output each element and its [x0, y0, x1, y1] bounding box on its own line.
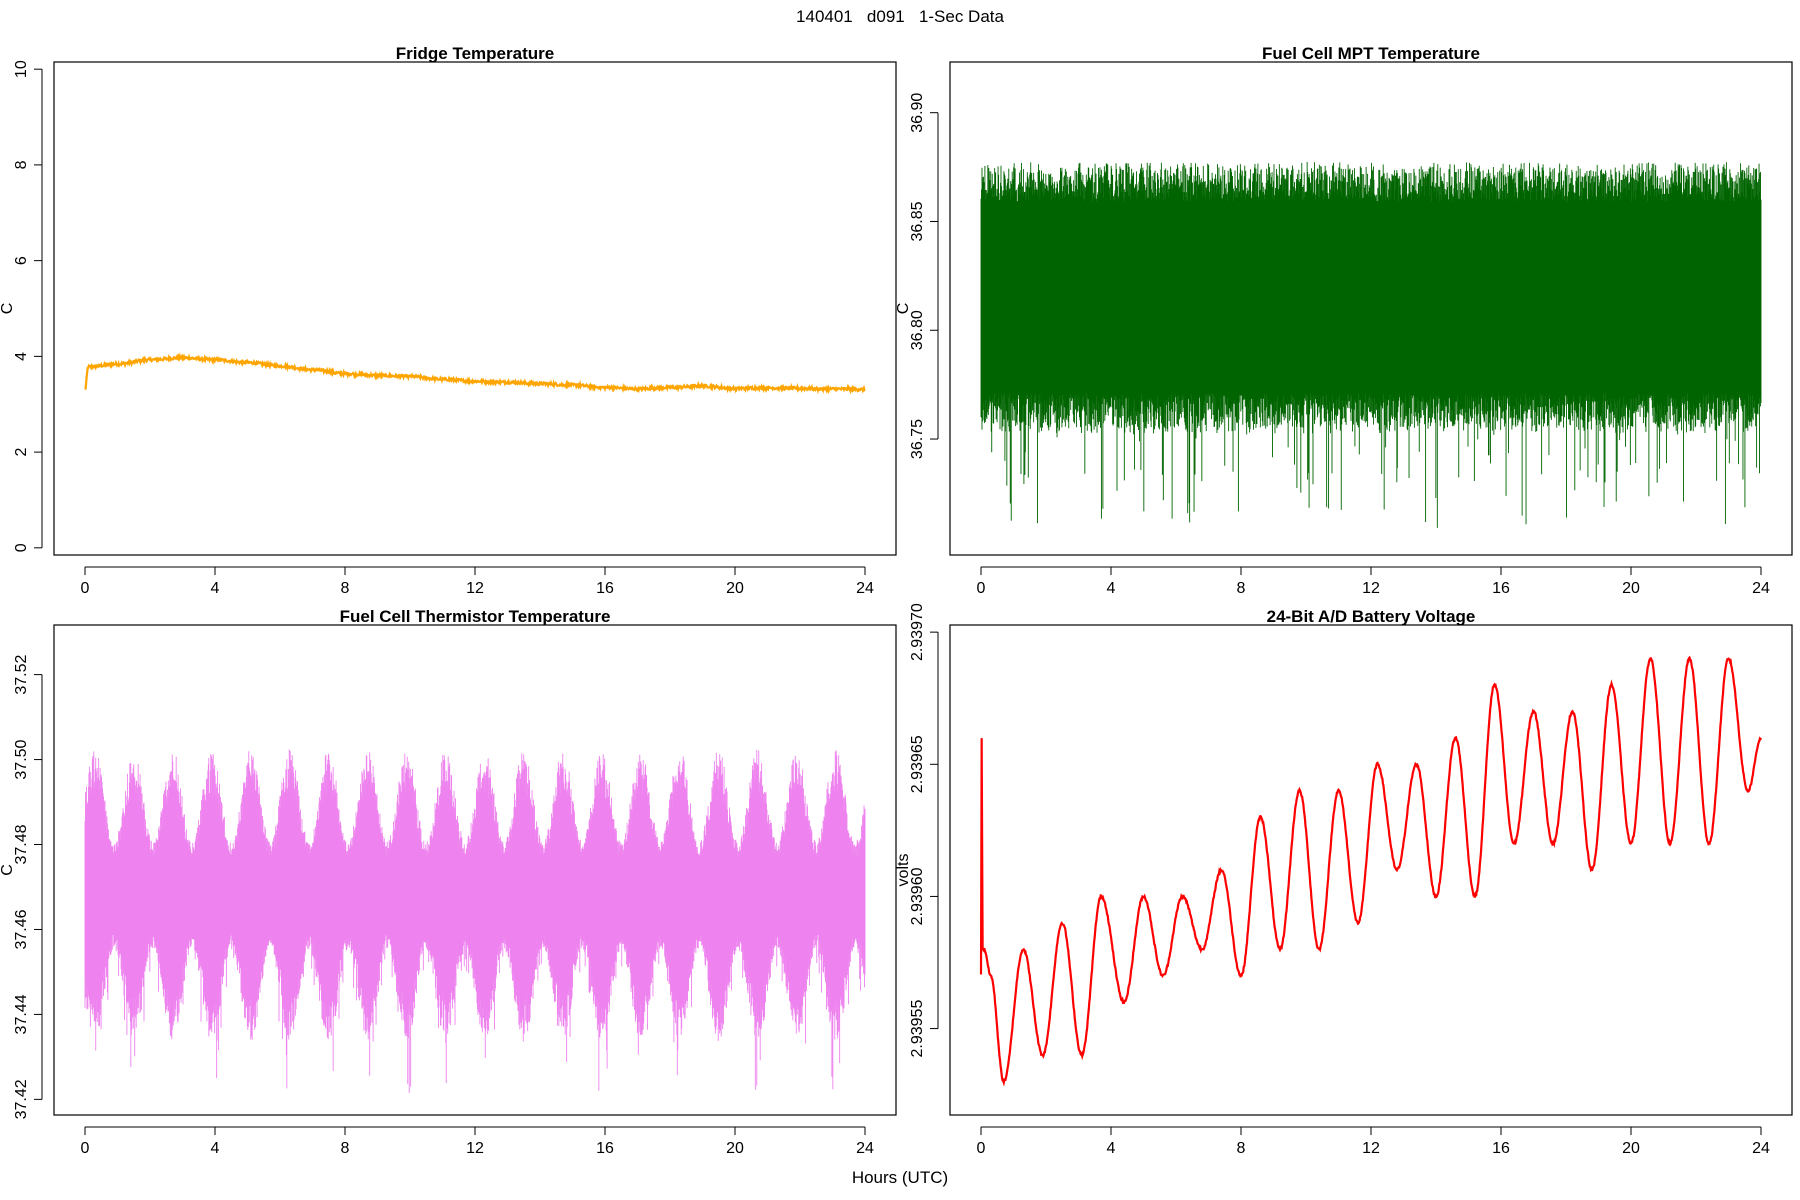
y-tick-label: 6: [13, 256, 30, 265]
x-tick-label: 0: [977, 580, 986, 597]
y-axis-label: C: [895, 303, 912, 315]
x-axis: 0 4 8 12 16 20 24: [81, 1126, 874, 1157]
y-tick-label: 2.93965: [909, 735, 926, 793]
x-tick-label: 20: [1622, 1140, 1640, 1157]
data-line: [84, 352, 866, 395]
plot-frame: [949, 61, 1793, 556]
plot-frame: [949, 624, 1793, 1116]
x-tick-label: 20: [1622, 580, 1640, 597]
x-tick-label: 8: [341, 580, 350, 597]
series-3: [84, 749, 866, 1094]
y-tick-label: 10: [13, 60, 30, 78]
plot-frame: [53, 61, 897, 556]
y-tick-label: 2.93955: [909, 1000, 926, 1058]
x-axis: 0 4 8 12 16 20 24: [81, 566, 874, 597]
y-tick-label: 37.50: [13, 739, 30, 779]
x-axis: 0 4 8 12 16 20 24: [977, 1126, 1770, 1157]
shared-x-axis-label: Hours (UTC): [851, 1168, 949, 1187]
x-tick-label: 12: [1362, 1140, 1380, 1157]
x-tick-label: 12: [466, 1140, 484, 1157]
x-tick-label: 0: [81, 1140, 90, 1157]
x-tick-label: 8: [341, 1140, 350, 1157]
y-tick-label: 36.85: [909, 201, 926, 241]
y-axis: 36.75 36.80 36.85 36.90: [909, 93, 939, 459]
y-tick-label: 2.93960: [909, 867, 926, 925]
x-tick-label: 16: [596, 1140, 614, 1157]
panel-title: Fridge Temperature: [396, 44, 554, 63]
y-tick-label: 2: [13, 448, 30, 457]
x-axis: 0 4 8 12 16 20 24: [977, 566, 1770, 597]
y-tick-label: 37.52: [13, 654, 30, 694]
y-axis-label: volts: [895, 854, 912, 887]
panel-3: Fuel Cell Thermistor Temperature 0 4 8 12 16 2…: [0, 607, 897, 1157]
plot-frame: [53, 624, 897, 1116]
y-tick-label: 2.93970: [909, 603, 926, 661]
y-tick-label: 8: [13, 160, 30, 169]
y-axis: 37.42 37.44 37.46 37.48 37.50 37.52: [13, 654, 43, 1119]
panel-2: Fuel Cell MPT Temperature 0 4 8 12 16 20 24 36.7…: [895, 44, 1793, 597]
y-tick-label: 4: [13, 352, 30, 361]
y-tick-label: 36.80: [909, 310, 926, 350]
x-tick-label: 16: [1492, 580, 1510, 597]
supertitle: 140401 d091 1-Sec Data: [796, 7, 1004, 26]
panel-title: 24-Bit A/D Battery Voltage: [1267, 607, 1476, 626]
x-tick-label: 4: [211, 580, 220, 597]
x-tick-label: 20: [726, 580, 744, 597]
x-tick-label: 0: [81, 580, 90, 597]
y-axis-label: C: [0, 864, 16, 876]
y-tick-label: 36.75: [909, 419, 926, 459]
y-axis: 2.93955 2.93960 2.93965 2.93970: [909, 603, 939, 1058]
y-axis-label: C: [0, 303, 16, 315]
series-2: [980, 162, 1762, 528]
x-tick-label: 8: [1237, 1140, 1246, 1157]
x-tick-label: 12: [466, 580, 484, 597]
y-tick-label: 37.46: [13, 909, 30, 949]
series-1: [84, 352, 866, 395]
y-axis: 0 2 4 6 8 10: [13, 60, 43, 552]
y-tick-label: 37.48: [13, 824, 30, 864]
x-tick-label: 4: [1107, 580, 1116, 597]
data-band: [84, 749, 866, 1094]
x-tick-label: 24: [1752, 1140, 1770, 1157]
panel-title: Fuel Cell Thermistor Temperature: [340, 607, 611, 626]
y-tick-label: 37.44: [13, 994, 30, 1034]
x-tick-label: 0: [977, 1140, 986, 1157]
x-tick-label: 24: [856, 580, 874, 597]
x-tick-label: 24: [1752, 580, 1770, 597]
x-tick-label: 12: [1362, 580, 1380, 597]
x-tick-label: 8: [1237, 580, 1246, 597]
y-tick-label: 36.90: [909, 93, 926, 133]
panel-4: 24-Bit A/D Battery Voltage 0 4 8 12 16 20 24 2.9…: [895, 603, 1793, 1157]
panel-title: Fuel Cell MPT Temperature: [1262, 44, 1480, 63]
y-tick-label: 37.42: [13, 1079, 30, 1119]
series-4: [979, 655, 1762, 1087]
x-tick-label: 20: [726, 1140, 744, 1157]
x-tick-label: 16: [596, 580, 614, 597]
x-tick-label: 16: [1492, 1140, 1510, 1157]
data-line: [979, 655, 1762, 1087]
x-tick-label: 24: [856, 1140, 874, 1157]
y-tick-label: 0: [13, 543, 30, 552]
x-tick-label: 4: [211, 1140, 220, 1157]
x-tick-label: 4: [1107, 1140, 1116, 1157]
data-band-core: [981, 202, 1761, 393]
